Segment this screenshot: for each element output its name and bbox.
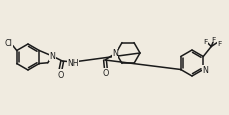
Text: N: N xyxy=(112,49,118,58)
Text: F: F xyxy=(203,38,207,44)
Text: Cl: Cl xyxy=(5,39,13,48)
Text: N: N xyxy=(49,52,55,61)
Text: N: N xyxy=(202,65,208,74)
Text: O: O xyxy=(103,69,109,78)
Text: O: O xyxy=(57,70,63,79)
Text: F: F xyxy=(217,41,221,47)
Text: NH: NH xyxy=(68,58,79,67)
Text: F: F xyxy=(211,36,215,42)
